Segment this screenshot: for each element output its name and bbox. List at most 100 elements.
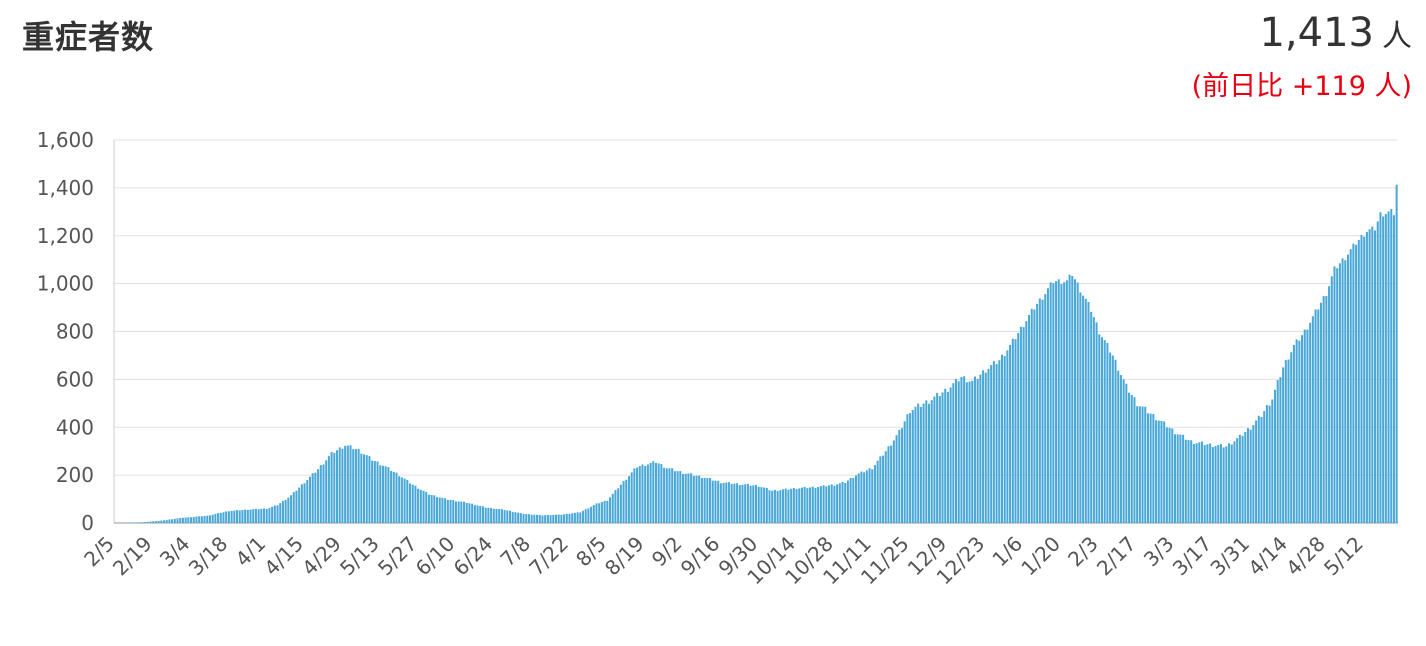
bar[interactable] [422, 490, 425, 523]
bar[interactable] [233, 510, 236, 523]
bar[interactable] [203, 516, 206, 523]
bar[interactable] [690, 473, 693, 523]
bar[interactable] [584, 509, 587, 523]
bar[interactable] [398, 476, 401, 523]
bar[interactable] [344, 445, 347, 523]
bar[interactable] [819, 486, 822, 523]
bar[interactable] [738, 485, 741, 523]
bar[interactable] [895, 435, 898, 523]
bar[interactable] [1301, 335, 1304, 523]
bar[interactable] [941, 392, 944, 523]
bar[interactable] [1106, 342, 1109, 523]
bar[interactable] [1225, 446, 1228, 523]
bar[interactable] [1071, 275, 1074, 523]
bar[interactable] [465, 502, 468, 523]
bar[interactable] [568, 513, 571, 523]
bar[interactable] [527, 514, 530, 523]
bar[interactable] [1179, 434, 1182, 523]
bar[interactable] [1209, 443, 1212, 524]
bar[interactable] [984, 372, 987, 523]
bar[interactable] [922, 403, 925, 523]
bar[interactable] [1395, 184, 1398, 523]
bar[interactable] [230, 510, 233, 523]
bar[interactable] [1201, 441, 1204, 524]
bar[interactable] [509, 510, 512, 523]
bar[interactable] [782, 489, 785, 523]
bar[interactable] [833, 485, 836, 523]
bar[interactable] [641, 464, 644, 523]
bar[interactable] [1330, 276, 1333, 523]
bar[interactable] [295, 490, 298, 523]
bar[interactable] [711, 480, 714, 523]
bar[interactable] [157, 520, 160, 523]
bar[interactable] [679, 471, 682, 523]
bar[interactable] [860, 471, 863, 523]
bar[interactable] [533, 514, 536, 523]
bar[interactable] [1328, 286, 1331, 523]
bar[interactable] [333, 453, 336, 523]
bar[interactable] [1182, 434, 1185, 523]
bar[interactable] [1146, 413, 1149, 523]
bar[interactable] [506, 510, 509, 523]
bar[interactable] [836, 484, 839, 523]
bar[interactable] [633, 468, 636, 523]
bar[interactable] [171, 519, 174, 523]
bar[interactable] [152, 521, 155, 523]
bar[interactable] [514, 512, 517, 523]
bar[interactable] [1133, 397, 1136, 523]
bar[interactable] [1065, 280, 1068, 523]
bar[interactable] [971, 380, 974, 523]
bar[interactable] [1311, 316, 1314, 523]
bar[interactable] [225, 511, 228, 523]
bar[interactable] [1155, 420, 1158, 523]
bar[interactable] [930, 400, 933, 523]
bar[interactable] [581, 510, 585, 523]
bar[interactable] [1282, 367, 1285, 523]
bar[interactable] [744, 484, 747, 523]
bar[interactable] [695, 475, 698, 523]
bar[interactable] [249, 509, 252, 523]
bar[interactable] [200, 516, 203, 523]
bar[interactable] [784, 488, 787, 523]
bar[interactable] [868, 468, 871, 523]
bar[interactable] [741, 484, 744, 523]
bar[interactable] [903, 421, 906, 523]
bar[interactable] [776, 490, 779, 523]
bar[interactable] [773, 489, 776, 523]
bar[interactable] [1030, 308, 1033, 523]
bar[interactable] [636, 467, 639, 523]
bar[interactable] [1333, 266, 1336, 523]
bar[interactable] [254, 508, 257, 523]
bar[interactable] [552, 514, 555, 523]
bar[interactable] [792, 488, 795, 523]
bar[interactable] [579, 512, 582, 523]
bar[interactable] [563, 514, 566, 523]
bar[interactable] [1033, 309, 1036, 523]
bar[interactable] [1092, 317, 1095, 523]
bar[interactable] [1141, 406, 1144, 523]
bar[interactable] [554, 514, 557, 523]
bar[interactable] [1244, 432, 1247, 523]
bar[interactable] [376, 461, 379, 523]
bar[interactable] [390, 470, 393, 523]
bar[interactable] [1211, 447, 1214, 523]
bar[interactable] [717, 480, 720, 523]
bar[interactable] [1346, 254, 1350, 523]
bar[interactable] [1236, 438, 1239, 523]
bar[interactable] [241, 510, 244, 523]
bar[interactable] [1019, 326, 1022, 523]
bar[interactable] [879, 456, 882, 523]
bar[interactable] [544, 515, 547, 523]
bar[interactable] [436, 497, 439, 523]
bar[interactable] [257, 509, 260, 523]
bar[interactable] [906, 414, 909, 523]
bar[interactable] [300, 484, 303, 523]
bar[interactable] [998, 360, 1001, 523]
bar[interactable] [368, 456, 371, 523]
bar[interactable] [1279, 377, 1282, 523]
bar[interactable] [803, 486, 806, 523]
bar[interactable] [1028, 314, 1031, 523]
bar[interactable] [392, 471, 395, 523]
bar[interactable] [352, 449, 355, 523]
bar[interactable] [898, 429, 901, 523]
